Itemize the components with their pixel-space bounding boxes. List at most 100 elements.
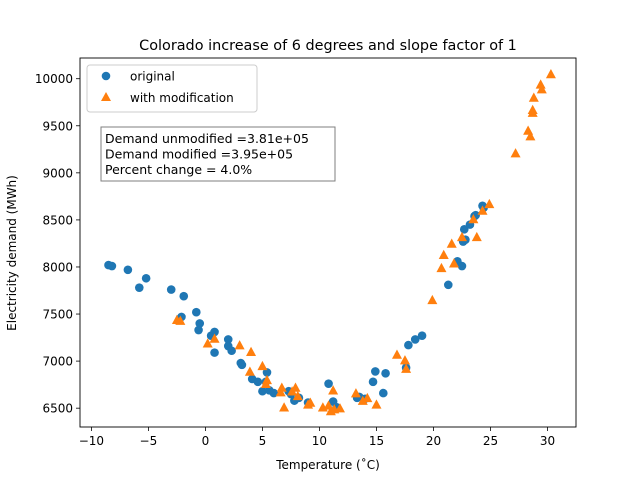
point-modified-34 (446, 238, 457, 248)
legend-box (86, 64, 258, 113)
point-original-9 (194, 325, 203, 335)
point-modified-9 (260, 378, 271, 388)
point-original-47 (457, 261, 467, 271)
point-original-38 (371, 367, 380, 376)
point-original-16 (227, 346, 236, 356)
x-tick-label-6: 20 (426, 434, 441, 448)
point-modified-10 (275, 387, 286, 397)
point-modified-37 (471, 231, 482, 242)
point-modified-29 (399, 355, 410, 365)
point-modified-35 (448, 258, 459, 268)
point-modified-41 (510, 148, 521, 158)
x-tick-label-3: 5 (259, 434, 267, 448)
x-tick-label-0: −10 (79, 434, 104, 448)
point-original-45 (443, 280, 453, 290)
point-original-49 (459, 225, 469, 234)
point-original-12 (210, 327, 219, 337)
point-modified-40 (468, 213, 479, 224)
y-tick-label-6: 9500 (42, 119, 73, 133)
point-original-8 (192, 307, 201, 317)
point-modified-38 (477, 205, 488, 215)
point-original-4 (141, 273, 151, 283)
annotation-line-2: Percent change = 4.0% (105, 162, 252, 177)
point-original-1 (107, 261, 117, 271)
legend-marker-modified (101, 92, 111, 101)
point-modified-12 (279, 402, 290, 412)
point-original-3 (134, 283, 144, 292)
point-original-31 (324, 379, 333, 388)
point-modified-28 (391, 349, 402, 359)
point-modified-49 (545, 69, 556, 79)
legend-label-original: original (130, 70, 175, 84)
x-tick-label-1: −5 (140, 434, 158, 448)
point-modified-11 (276, 382, 287, 392)
x-axis-label: Temperature (˚C) (275, 457, 380, 472)
annotation-line-0: Demand unmodified =3.81e+05 (105, 131, 309, 146)
point-modified-5 (246, 346, 257, 356)
legend-label-modified: with modification (130, 91, 234, 105)
y-tick-label-7: 10000 (35, 72, 73, 86)
y-axis-label: Electricity demand (MWh) (5, 175, 19, 331)
point-original-39 (379, 388, 388, 398)
point-original-43 (410, 335, 420, 344)
point-original-5 (166, 285, 176, 294)
point-original-23 (262, 368, 272, 377)
point-modified-27 (371, 399, 382, 409)
point-modified-7 (257, 360, 268, 371)
x-tick-label-2: 0 (202, 434, 210, 448)
point-modified-33 (438, 249, 449, 259)
point-original-7 (179, 291, 189, 301)
point-original-25 (269, 388, 279, 398)
point-original-37 (368, 377, 378, 387)
point-modified-6 (244, 366, 255, 376)
point-modified-25 (357, 395, 368, 405)
x-tick-label-8: 30 (540, 434, 555, 448)
point-modified-45 (527, 107, 538, 117)
point-modified-1 (175, 315, 186, 325)
point-modified-32 (436, 262, 447, 273)
point-modified-47 (535, 79, 546, 89)
y-tick-label-3: 8000 (42, 260, 73, 274)
point-modified-2 (202, 338, 213, 348)
point-original-21 (258, 386, 267, 396)
point-original-42 (404, 340, 413, 350)
annotation-line-1: Demand modified =3.95e+05 (105, 147, 293, 162)
point-original-13 (210, 348, 219, 357)
legend-marker-original (101, 71, 111, 81)
point-modified-48 (536, 84, 547, 94)
x-tick-label-7: 25 (483, 434, 498, 448)
point-modified-3 (209, 333, 220, 343)
point-original-14 (223, 335, 233, 344)
point-original-40 (381, 369, 390, 378)
point-original-10 (195, 319, 205, 328)
point-modified-43 (525, 131, 536, 141)
chart-title: Colorado increase of 6 degrees and slope… (139, 38, 517, 54)
point-modified-15 (292, 390, 303, 401)
y-tick-label-0: 6500 (42, 402, 73, 416)
point-modified-26 (362, 392, 373, 403)
y-tick-label-5: 9000 (42, 166, 73, 180)
point-modified-23 (334, 403, 345, 413)
point-modified-31 (427, 294, 438, 305)
plot-area: −10 −5 0 5 10 15 20 25 30 6500 7000 7500 8000 8500 900… (35, 57, 577, 448)
y-tick-label-1: 7000 (42, 355, 73, 369)
point-modified-36 (456, 231, 467, 242)
y-tick-label-4: 8500 (42, 213, 73, 227)
point-modified-24 (350, 388, 361, 398)
point-modified-46 (528, 92, 539, 102)
point-original-44 (417, 331, 427, 340)
point-modified-30 (401, 363, 412, 373)
point-original-2 (123, 265, 133, 275)
axes-frame (79, 57, 577, 428)
x-tick-label-4: 10 (312, 434, 327, 448)
point-modified-4 (234, 340, 245, 350)
point-modified-39 (484, 198, 495, 209)
point-modified-14 (290, 382, 301, 392)
x-tick-label-5: 15 (369, 434, 384, 448)
point-original-18 (237, 360, 247, 370)
y-tick-label-2: 7500 (42, 308, 73, 322)
point-modified-17 (303, 399, 314, 409)
annotation-box (100, 126, 336, 182)
point-modified-22 (328, 385, 339, 395)
